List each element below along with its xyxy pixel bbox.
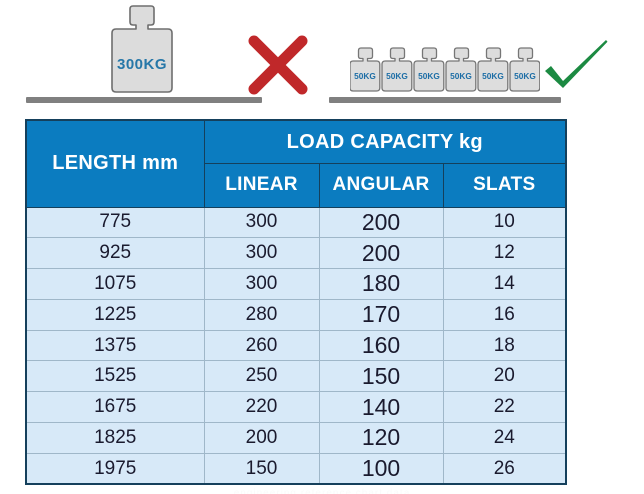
svg-text:50KG: 50KG (418, 71, 440, 81)
svg-text:50KG: 50KG (514, 71, 536, 81)
svg-text:50KG: 50KG (354, 71, 376, 81)
svg-text:50KG: 50KG (386, 71, 408, 81)
svg-text:50KG: 50KG (482, 71, 504, 81)
svg-text:50KG: 50KG (450, 71, 472, 81)
svg-text:300KG: 300KG (117, 56, 167, 73)
